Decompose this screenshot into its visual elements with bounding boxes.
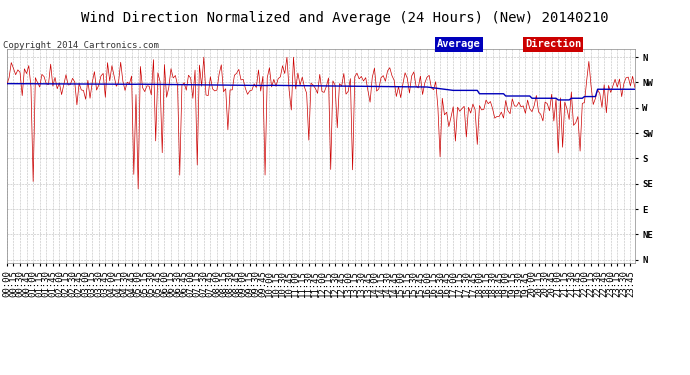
Text: Direction: Direction — [525, 39, 581, 50]
Text: Average: Average — [437, 39, 481, 50]
Text: Wind Direction Normalized and Average (24 Hours) (New) 20140210: Wind Direction Normalized and Average (2… — [81, 11, 609, 25]
Text: Copyright 2014 Cartronics.com: Copyright 2014 Cartronics.com — [3, 41, 159, 50]
